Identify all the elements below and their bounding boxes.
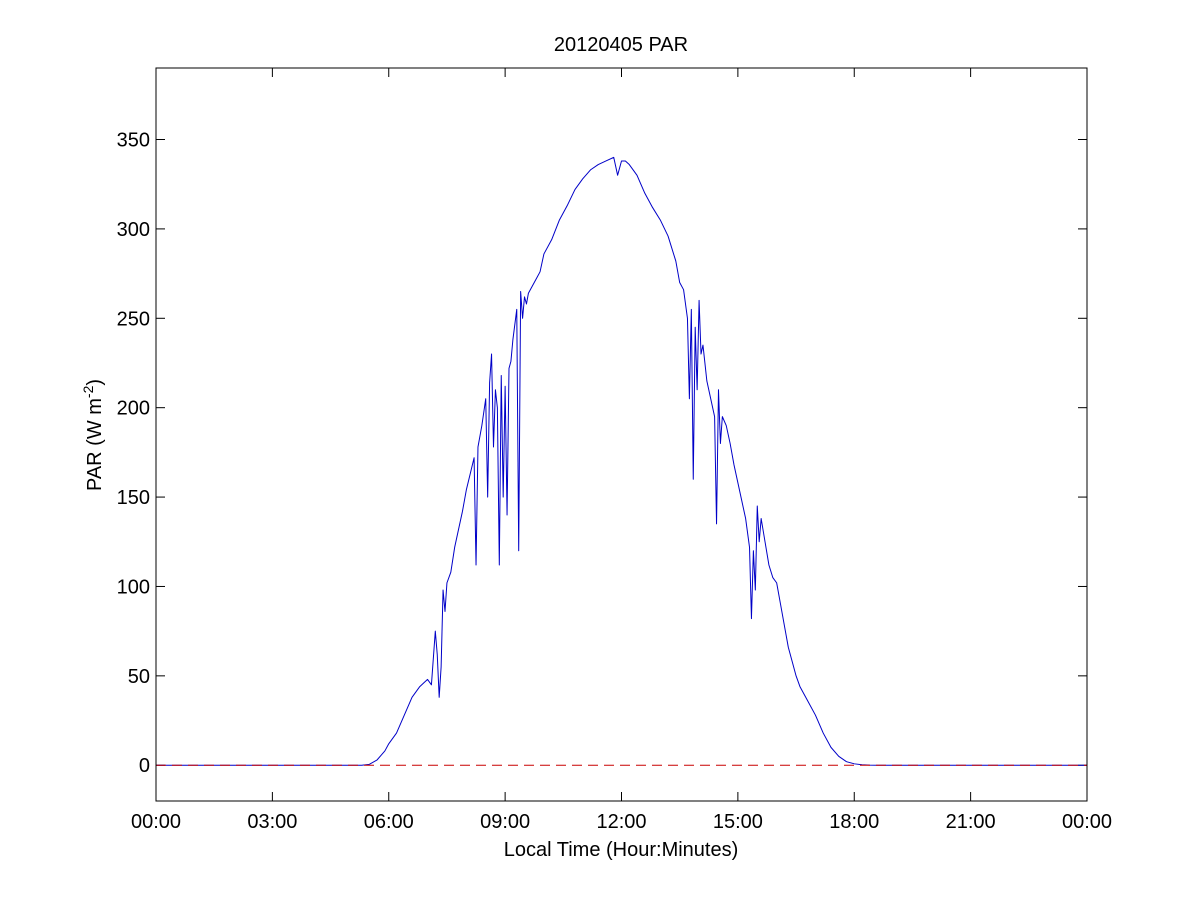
x-tick-label: 21:00 bbox=[946, 811, 996, 833]
y-tick-label: 300 bbox=[117, 219, 150, 241]
x-tick-labels: 00:00 03:00 06:00 09:00 12:00 15:00 18:00 21:00… bbox=[131, 811, 1112, 833]
y-axis-label-superscript: -2 bbox=[80, 385, 96, 398]
x-tick-label: 18:00 bbox=[829, 811, 879, 833]
y-tick-label: 0 bbox=[139, 755, 150, 777]
x-tick-label: 03:00 bbox=[247, 811, 297, 833]
x-tick-label: 00:00 bbox=[1062, 811, 1112, 833]
y-tick-label: 350 bbox=[117, 130, 150, 152]
y-tick-label: 200 bbox=[117, 398, 150, 420]
chart-title: 20120405 PAR bbox=[554, 34, 688, 56]
par-series-line bbox=[156, 156, 1087, 766]
x-tick-label: 06:00 bbox=[364, 811, 414, 833]
x-tick-label: 09:00 bbox=[480, 811, 530, 833]
y-tick-labels: 0 50 100 150 200 250 300 350 bbox=[117, 130, 150, 778]
y-tick-label: 50 bbox=[128, 666, 150, 688]
plot-area-background bbox=[156, 68, 1087, 801]
y-axis-label-close: ) bbox=[84, 379, 106, 386]
y-tick-label: 250 bbox=[117, 308, 150, 330]
y-tick-label: 150 bbox=[117, 487, 150, 509]
series-lines bbox=[156, 156, 1087, 766]
x-tick-label: 00:00 bbox=[131, 811, 181, 833]
plot-frame bbox=[155, 67, 1088, 802]
x-tick-label: 15:00 bbox=[713, 811, 763, 833]
y-tick-label: 100 bbox=[117, 576, 150, 598]
x-tick-label: 12:00 bbox=[596, 811, 646, 833]
y-axis-label-main: PAR (W m bbox=[84, 398, 106, 491]
y-axis-label: PAR (W m-2) bbox=[80, 379, 106, 491]
x-axis-label: Local Time (Hour:Minutes) bbox=[504, 839, 739, 861]
